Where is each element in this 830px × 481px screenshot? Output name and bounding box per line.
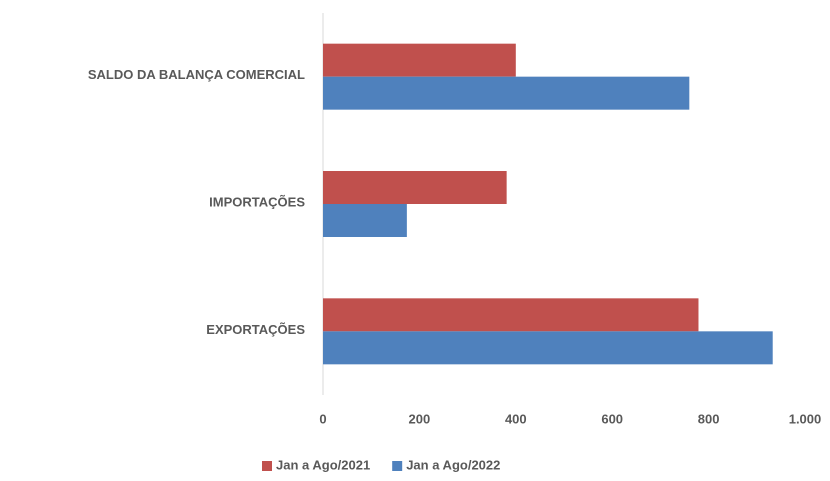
x-tick-label: 0 (319, 411, 326, 426)
x-tick-label: 200 (409, 411, 431, 426)
y-tick-label: EXPORTAÇÕES (206, 322, 305, 337)
legend-label: Jan a Ago/2022 (406, 457, 500, 472)
legend-swatch (262, 461, 272, 471)
bar (323, 171, 507, 204)
bar (323, 298, 699, 332)
x-tick-label: 600 (601, 411, 623, 426)
bar (323, 204, 407, 237)
bar (323, 76, 690, 110)
x-tick-label: 800 (698, 411, 720, 426)
y-tick-label: SALDO DA BALANÇA COMERCIAL (88, 67, 305, 82)
bar (323, 331, 773, 365)
legend-label: Jan a Ago/2021 (276, 457, 370, 472)
legend-swatch (392, 461, 403, 471)
bar (323, 43, 516, 77)
x-tick-label: 400 (505, 411, 527, 426)
y-tick-label: IMPORTAÇÕES (209, 194, 305, 209)
x-tick-label: 1.000 (789, 411, 822, 426)
